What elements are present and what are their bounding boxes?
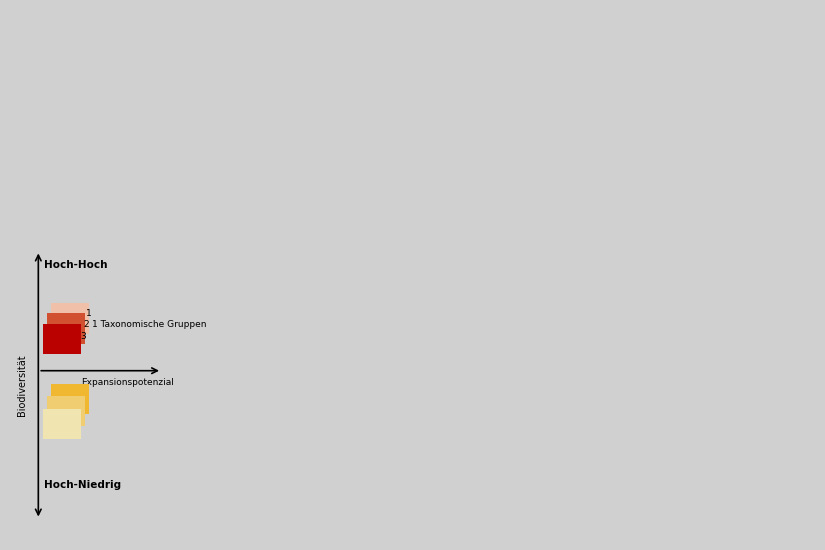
Bar bbox=[47, 314, 85, 344]
Text: Hoch-Hoch: Hoch-Hoch bbox=[45, 260, 108, 270]
Text: Biodiversität: Biodiversität bbox=[17, 354, 27, 416]
Bar bbox=[50, 383, 89, 414]
Text: 1 Taxonomische Gruppen: 1 Taxonomische Gruppen bbox=[92, 321, 206, 329]
Text: 2: 2 bbox=[83, 321, 89, 329]
Bar bbox=[43, 409, 81, 439]
Text: Expansionspotenzial: Expansionspotenzial bbox=[81, 378, 174, 387]
Bar bbox=[50, 304, 89, 333]
Bar bbox=[47, 397, 85, 426]
Text: 3: 3 bbox=[80, 332, 86, 341]
Bar bbox=[43, 323, 81, 354]
Text: Hoch-Niedrig: Hoch-Niedrig bbox=[45, 480, 121, 490]
Text: 1: 1 bbox=[87, 309, 92, 318]
